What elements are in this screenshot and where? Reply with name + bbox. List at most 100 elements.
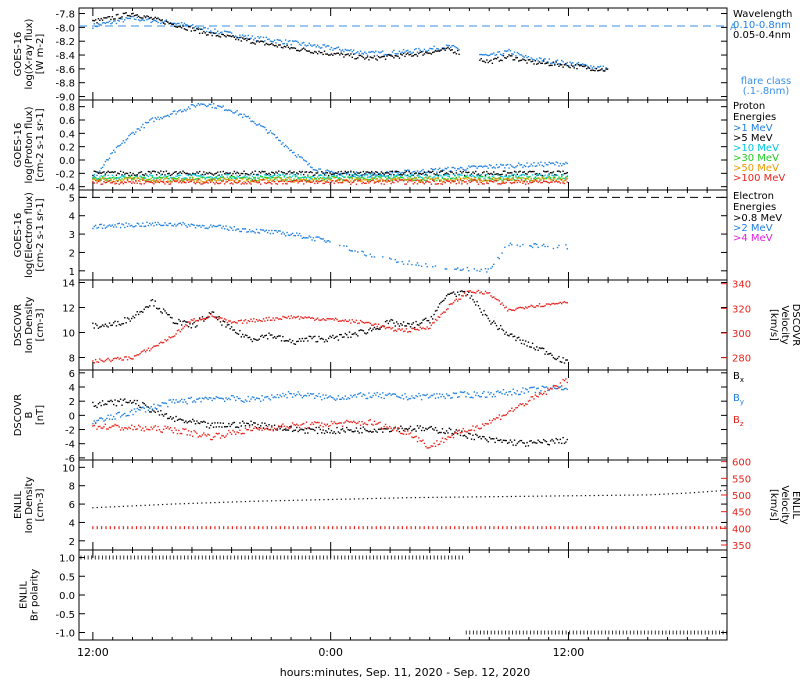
data-point — [341, 53, 344, 55]
data-point — [505, 306, 507, 308]
data-point — [150, 180, 152, 182]
data-point — [476, 167, 478, 169]
data-point — [455, 53, 458, 55]
data-point — [384, 327, 387, 330]
data-point — [321, 170, 323, 173]
data-point — [118, 323, 120, 326]
data-point — [142, 406, 144, 409]
data-point — [269, 43, 272, 46]
data-point — [441, 181, 444, 183]
data-point — [215, 316, 218, 318]
data-point — [402, 48, 405, 51]
data-point — [358, 178, 360, 180]
data-point — [552, 177, 555, 180]
data-point — [226, 324, 229, 326]
data-point — [298, 43, 301, 45]
data-point — [509, 172, 512, 174]
data-point — [379, 328, 381, 330]
data-point — [332, 173, 334, 175]
data-point — [481, 54, 484, 56]
data-point — [552, 356, 555, 359]
data-point — [140, 407, 143, 409]
data-point — [536, 63, 538, 65]
data-point — [461, 430, 463, 432]
data-point — [561, 64, 563, 66]
data-point — [101, 227, 104, 230]
data-point — [94, 179, 97, 181]
data-point — [561, 164, 563, 167]
data-point — [232, 183, 234, 185]
data-point — [486, 179, 488, 182]
data-point — [187, 321, 190, 323]
data-point — [135, 428, 137, 431]
data-point — [212, 397, 215, 400]
data-point — [332, 180, 334, 182]
data-point — [369, 174, 372, 176]
data-point — [97, 361, 100, 363]
data-point — [384, 176, 387, 178]
data-point — [215, 172, 218, 175]
data-point — [416, 174, 419, 176]
data-point — [290, 46, 292, 49]
data-point — [407, 178, 409, 181]
data-point — [147, 406, 150, 408]
data-point — [440, 180, 442, 182]
data-point — [126, 17, 129, 20]
data-point — [218, 426, 220, 428]
data-point — [420, 179, 423, 181]
data-point — [413, 53, 416, 56]
data-point — [178, 110, 180, 112]
data-point — [605, 67, 607, 69]
data-point — [303, 183, 305, 185]
data-point — [425, 328, 427, 330]
data-point — [554, 387, 556, 389]
data-point — [282, 315, 284, 318]
data-point — [526, 345, 528, 347]
data-point — [552, 61, 555, 64]
data-point — [416, 183, 419, 185]
data-point — [491, 178, 494, 181]
data-point — [522, 243, 524, 246]
data-point — [432, 322, 434, 324]
data-point — [157, 17, 159, 19]
data-point — [190, 327, 193, 329]
data-point — [284, 235, 287, 237]
data-point — [433, 179, 435, 182]
data-point — [182, 177, 184, 180]
data-point — [255, 124, 258, 126]
data-point — [150, 174, 152, 177]
data-point — [323, 240, 326, 242]
data-point — [157, 344, 159, 347]
data-point — [558, 65, 560, 67]
data-point — [284, 174, 287, 176]
data-point — [563, 179, 566, 182]
data-point — [433, 393, 435, 395]
data-point — [131, 409, 133, 411]
data-point — [362, 251, 365, 253]
data-point — [497, 173, 499, 175]
data-point — [266, 180, 269, 182]
data-point — [293, 316, 295, 318]
data-point — [99, 176, 101, 178]
data-point — [165, 402, 168, 405]
data-point — [447, 308, 449, 310]
data-point — [282, 179, 284, 181]
data-point — [201, 103, 204, 106]
data-point — [445, 168, 448, 170]
data-point — [513, 59, 516, 61]
data-point — [92, 322, 94, 324]
data-point — [300, 180, 302, 182]
data-point — [312, 174, 315, 177]
data-point — [239, 230, 241, 233]
data-point — [419, 181, 421, 184]
data-point — [437, 48, 439, 50]
data-point — [333, 172, 335, 174]
data-point — [601, 68, 603, 70]
data-point — [164, 310, 166, 312]
data-point — [194, 106, 197, 108]
data-point — [542, 170, 545, 172]
data-point — [379, 174, 381, 176]
data-point — [389, 257, 391, 259]
data-point — [279, 318, 281, 320]
